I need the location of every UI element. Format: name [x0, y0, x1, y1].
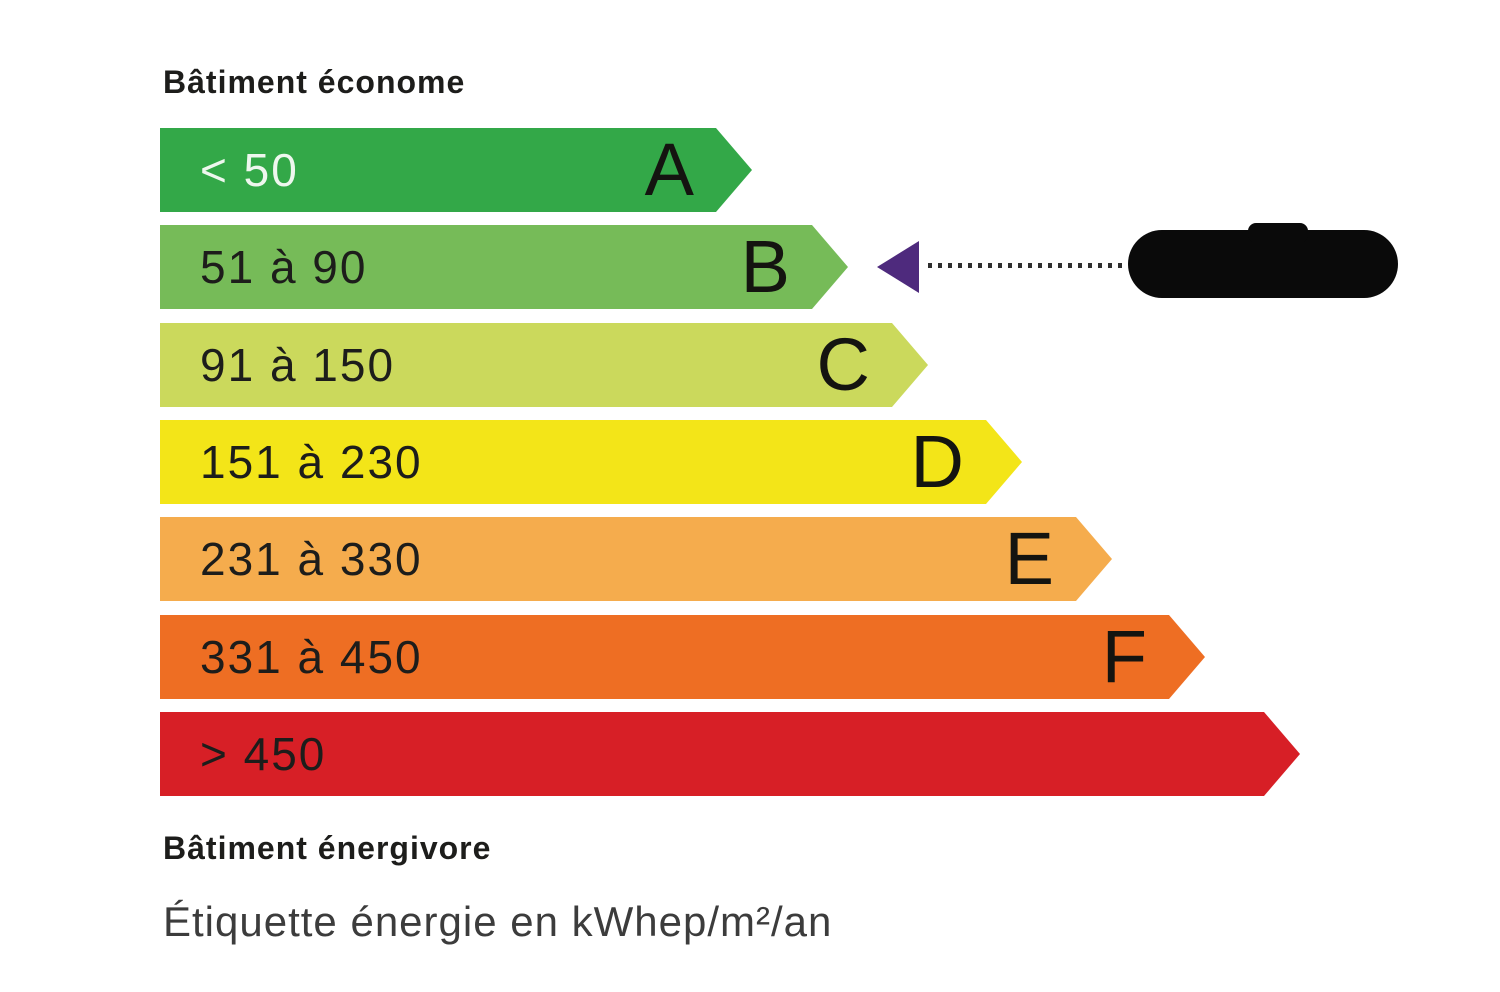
- redacted-value-blob: [1128, 223, 1398, 298]
- selected-class-arrow-icon: [877, 241, 919, 293]
- scale-top-label: Bâtiment économe: [163, 64, 466, 100]
- energy-label-caption: Étiquette énergie en kWhep/m²/an: [163, 898, 833, 945]
- energy-class-range: < 50: [200, 144, 299, 196]
- scale-bottom-label: Bâtiment énergivore: [163, 830, 492, 866]
- energy-class-range: 51 à 90: [200, 241, 368, 293]
- energy-class-range: > 450: [200, 728, 327, 780]
- energy-class-letter: E: [1004, 517, 1054, 600]
- energy-class-bar-g: > 450: [160, 712, 1300, 796]
- energy-class-bar-e: 231 à 330 E: [160, 517, 1112, 601]
- energy-class-bar-f: 331 à 450 F: [160, 615, 1205, 699]
- energy-class-letter: B: [740, 225, 790, 308]
- energy-class-range: 331 à 450: [200, 631, 423, 683]
- energy-class-range: 231 à 330: [200, 533, 423, 585]
- energy-class-bar-b: 51 à 90 B: [160, 225, 848, 309]
- energy-class-range: 151 à 230: [200, 436, 423, 488]
- energy-class-bar-c: 91 à 150 C: [160, 323, 928, 407]
- energy-class-bar-d: 151 à 230 D: [160, 420, 1022, 504]
- energy-class-letter: C: [816, 323, 870, 406]
- energy-class-range: 91 à 150: [200, 339, 396, 391]
- pointer-dotted-line: [928, 263, 1124, 268]
- energy-class-letter: F: [1101, 615, 1147, 698]
- energy-class-letter: D: [910, 420, 964, 503]
- energy-class-bar-a: < 50 A: [160, 128, 752, 212]
- redacted-value-blob-bump: [1248, 223, 1308, 243]
- energy-class-letter: A: [644, 128, 694, 211]
